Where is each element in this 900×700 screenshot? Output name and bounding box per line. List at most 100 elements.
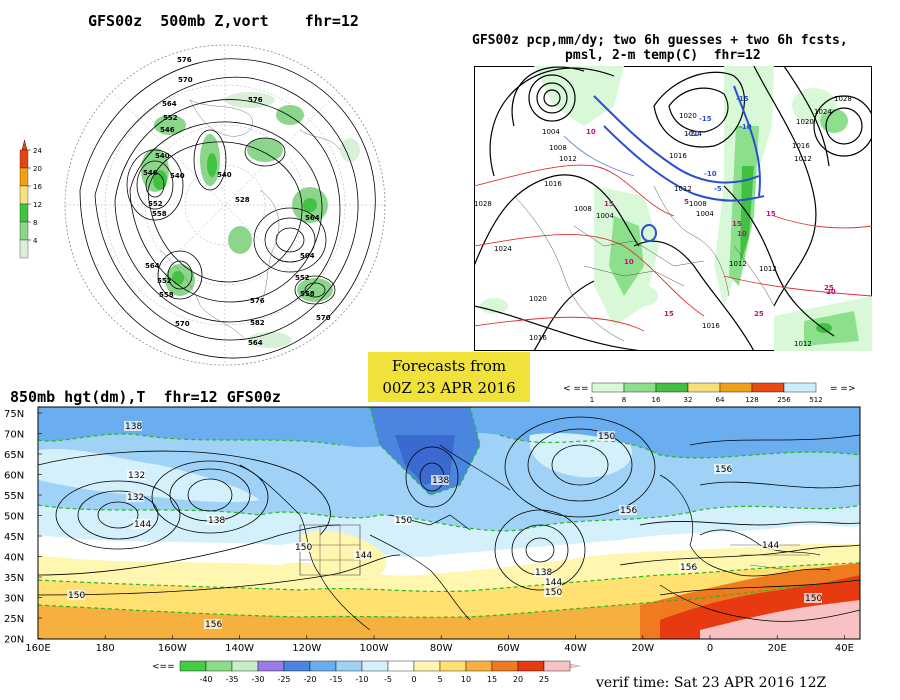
temp-colorbar-swatch xyxy=(283,660,311,672)
h850-contour-label: 132 xyxy=(128,471,145,481)
h850-lat-label: 50N xyxy=(4,512,24,523)
h850-lon-label: 20E xyxy=(768,643,787,654)
h850-contour-label: 144 xyxy=(134,520,151,530)
vort-colorbar: 24 20 16 12 8 4 xyxy=(19,139,42,259)
h500-contour-label: 564 xyxy=(162,100,177,108)
temp-colorbar-swatch xyxy=(335,660,363,672)
h850-lon-label: 180 xyxy=(96,643,115,654)
pcp-map-label: 1020 xyxy=(529,295,547,303)
h850-contour-label: 138 xyxy=(432,476,449,486)
h850-lon-label: 140W xyxy=(225,643,254,654)
pcp-colorbar-label: 64 xyxy=(716,396,725,404)
h850-contour-label: 144 xyxy=(545,578,562,588)
h850-lat-label: 60N xyxy=(4,471,24,482)
h850-lon-label: 160W xyxy=(158,643,187,654)
vort-colorbar-cap xyxy=(21,139,28,151)
pcp-map-label: 1024 xyxy=(684,130,702,138)
temp-colorbar-label: 15 xyxy=(487,675,497,684)
pcp-colorbar-swatch xyxy=(687,382,721,393)
pcp-colorbar-swatch xyxy=(719,382,753,393)
pcp-colorbar-swatch xyxy=(783,382,817,393)
verif-time: verif time: Sat 23 APR 2016 12Z xyxy=(596,675,827,691)
h850-lat-label: 40N xyxy=(4,553,24,564)
temp-colorbar-label: -10 xyxy=(355,675,368,684)
h850-lat-label: 55N xyxy=(4,491,24,502)
h850-contour-label: 138 xyxy=(125,422,142,432)
h500-contour-label: 528 xyxy=(235,196,250,204)
pcp-map-label: 1028 xyxy=(474,200,492,208)
h850-contour-label: 156 xyxy=(715,465,732,475)
h850-contour-label: 144 xyxy=(355,551,372,561)
h500-coastlines xyxy=(159,99,341,341)
h500-contour-label: 504 xyxy=(300,252,315,260)
h850-map-frame xyxy=(37,406,861,640)
pcp-colorbar-swatch xyxy=(655,382,689,393)
pcp-colorbar-right-arrow: = => xyxy=(830,384,855,394)
pcp-map-label: 1012 xyxy=(759,265,777,273)
pcp-panel-title-line1: GFS00z pcp,mm/dy; two 6h guesses + two 6… xyxy=(472,33,848,48)
pcp-map-label: -10 xyxy=(704,170,717,178)
pcp-map-label: 1012 xyxy=(674,185,692,193)
h500-vorticity-shading xyxy=(141,92,360,348)
temp-colorbar-label: -30 xyxy=(251,675,264,684)
pcp-map-label: 15 xyxy=(766,210,776,218)
h500-polar-map: 576 570 576 564 552 546 540 546 540 552 558 564 540 5… xyxy=(64,44,386,366)
h850-lat-label: 45N xyxy=(4,532,24,543)
h850-contour-label: 150 xyxy=(295,543,312,553)
h500-contour-label: 570 xyxy=(316,314,331,322)
h500-contour-label: 582 xyxy=(250,319,265,327)
temp-colorbar-swatch xyxy=(179,660,207,672)
h500-contour-label: 570 xyxy=(178,76,193,84)
vort-colorbar-swatch xyxy=(19,239,29,259)
pcp-map-label: 10 xyxy=(586,128,596,136)
h850-lon-label: 100W xyxy=(360,643,389,654)
pcp-colorbar-label: 16 xyxy=(652,396,661,404)
pcp-map-label: -15 xyxy=(699,115,712,123)
pcp-colorbar-label: 8 xyxy=(622,396,626,404)
vort-colorbar-swatch xyxy=(19,203,29,223)
vort-colorbar-label: 24 xyxy=(33,147,42,155)
pcp-map-label: 10 xyxy=(737,230,747,238)
h500-contour-label: 552 xyxy=(163,114,178,122)
h850-contour-label: 150 xyxy=(68,591,85,601)
pcp-map-label: 15 xyxy=(604,200,614,208)
pcp-colorbar-swatch xyxy=(751,382,785,393)
pcp-map-label: -15 xyxy=(736,95,749,103)
pcp-isobars xyxy=(474,66,872,351)
temp-colorbar-swatch xyxy=(465,660,493,672)
temp-colorbar-swatch xyxy=(257,660,285,672)
temp-colorbar-swatch xyxy=(517,660,545,672)
pcp-map-label: 1016 xyxy=(544,180,562,188)
vort-colorbar-label: 4 xyxy=(33,237,38,245)
h850-lon-label: 40W xyxy=(564,643,587,654)
temp-colorbar-swatch xyxy=(309,660,337,672)
temp-colorbar-swatch xyxy=(361,660,389,672)
h500-contour-label: 552 xyxy=(157,277,172,285)
pcp-temp-contours xyxy=(474,85,872,332)
pcp-colorbar-label: 128 xyxy=(745,396,758,404)
temp-colorbar-label: 0 xyxy=(411,675,416,684)
h500-contour-label: 546 xyxy=(143,169,158,177)
h850-lat-label: 25N xyxy=(4,614,24,625)
vort-colorbar-label: 12 xyxy=(33,201,42,209)
h850-lon-label: 0 xyxy=(707,643,713,654)
pcp-map-label: 1028 xyxy=(834,95,852,103)
temp-colorbar-label: -5 xyxy=(384,675,392,684)
h850-lat-label: 75N xyxy=(4,409,24,420)
pcp-map-label: 25 xyxy=(754,310,764,318)
vort-colorbar-swatch xyxy=(19,149,29,169)
h850-panel-title: 850mb hgt(dm),T fhr=12 GFS00z xyxy=(10,388,281,406)
h850-lat-label: 30N xyxy=(4,594,24,605)
vort-colorbar-label: 16 xyxy=(33,183,42,191)
pcp-colorbar-swatch xyxy=(623,382,657,393)
pcp-map-label: 10 xyxy=(624,258,634,266)
h850-contour-label: 150 xyxy=(805,594,822,604)
pcp-map-label: 1004 xyxy=(542,128,560,136)
pcp-map-label: 1020 xyxy=(796,118,814,126)
temp-colorbar-swatch xyxy=(491,660,519,672)
vort-colorbar-label: 8 xyxy=(33,219,37,227)
pcp-map-label: 1008 xyxy=(549,144,567,152)
h850-lat-label: 20N xyxy=(4,635,24,646)
pcp-map-label: 1016 xyxy=(702,322,720,330)
temp-colorbar-swatch xyxy=(413,660,441,672)
